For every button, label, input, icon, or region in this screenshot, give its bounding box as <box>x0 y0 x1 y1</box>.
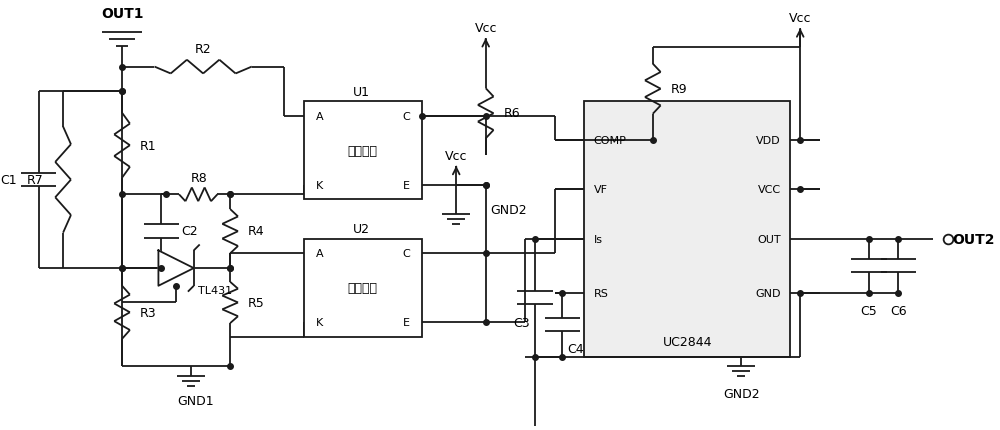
Text: R9: R9 <box>670 83 687 95</box>
Text: 第一光耦: 第一光耦 <box>348 144 378 157</box>
Text: OUT2: OUT2 <box>953 232 995 246</box>
Text: C2: C2 <box>181 225 198 238</box>
Text: C: C <box>402 249 410 259</box>
Text: C1: C1 <box>0 174 17 187</box>
Text: GND2: GND2 <box>723 387 760 400</box>
Text: R5: R5 <box>248 296 265 309</box>
Text: VDD: VDD <box>756 136 781 146</box>
Text: C4: C4 <box>567 342 584 355</box>
Text: GND1: GND1 <box>177 394 214 407</box>
Text: R4: R4 <box>248 225 264 238</box>
Text: E: E <box>403 180 410 190</box>
Text: R7: R7 <box>27 174 43 187</box>
Bar <box>584 102 790 357</box>
Text: A: A <box>316 249 323 259</box>
Text: VCC: VCC <box>757 185 781 195</box>
Text: GND: GND <box>755 288 781 298</box>
Bar <box>304 102 422 200</box>
Text: R1: R1 <box>140 139 156 152</box>
Text: Is: Is <box>594 234 603 244</box>
Text: OUT: OUT <box>757 234 781 244</box>
Text: OUT1: OUT1 <box>101 6 143 21</box>
Text: R2: R2 <box>194 43 211 56</box>
Text: U2: U2 <box>353 223 370 236</box>
Text: E: E <box>403 317 410 327</box>
Polygon shape <box>158 251 194 286</box>
Text: R8: R8 <box>190 172 207 185</box>
Text: K: K <box>316 317 323 327</box>
Text: UC2844: UC2844 <box>662 335 712 348</box>
Text: K: K <box>316 180 323 190</box>
Text: GND2: GND2 <box>491 203 527 216</box>
Text: RS: RS <box>594 288 609 298</box>
Text: C5: C5 <box>861 304 877 317</box>
Text: C3: C3 <box>513 316 530 329</box>
Text: VF: VF <box>594 185 608 195</box>
Text: A: A <box>316 111 323 121</box>
Text: Vcc: Vcc <box>789 12 811 25</box>
Text: Vcc: Vcc <box>474 22 497 35</box>
Text: U1: U1 <box>353 86 370 98</box>
Text: TL431: TL431 <box>198 285 232 295</box>
Text: R6: R6 <box>503 107 520 120</box>
Text: Vcc: Vcc <box>445 149 467 162</box>
Text: C: C <box>402 111 410 121</box>
Bar <box>304 239 422 337</box>
Text: C6: C6 <box>890 304 907 317</box>
Text: COMP: COMP <box>594 136 627 146</box>
Text: 第二光耦: 第二光耦 <box>348 282 378 295</box>
Text: R3: R3 <box>140 306 156 319</box>
